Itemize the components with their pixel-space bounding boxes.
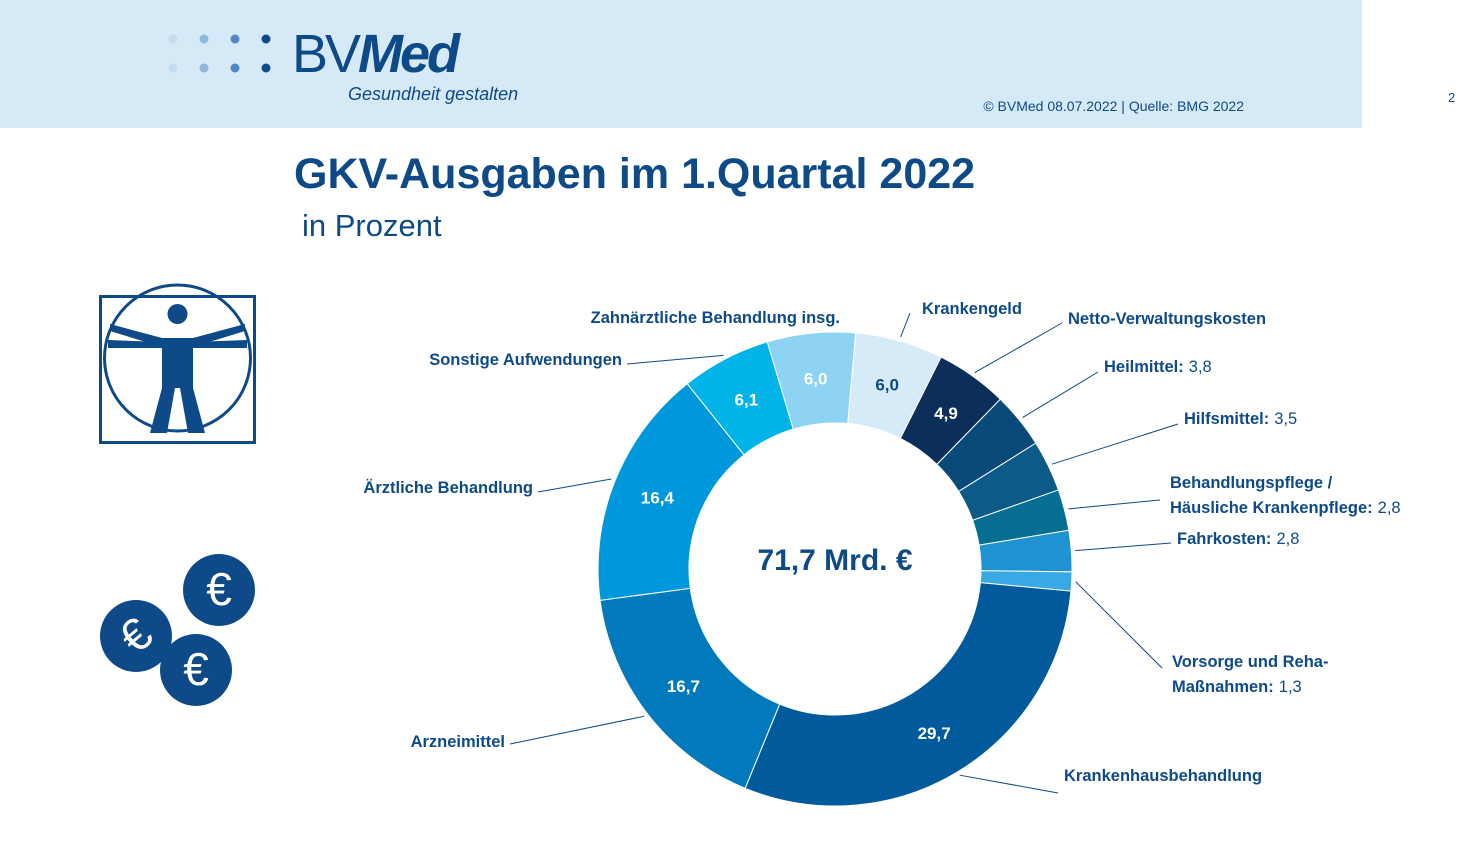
vitruvian-man-icon [99, 283, 256, 444]
leader-line [537, 478, 612, 493]
source-note: © BVMed 08.07.2022 | Quelle: BMG 2022 [983, 98, 1244, 114]
leader-line [626, 354, 724, 365]
leader-line [1075, 581, 1163, 669]
svg-text:€: € [183, 643, 209, 695]
slice-category-label: Ärztliche Behandlung [363, 479, 533, 497]
slice-category-label: Krankengeld [922, 300, 1022, 318]
center-total-label: 71,7 Mrd. € [757, 544, 912, 577]
brand-logo: BVMed [292, 24, 460, 84]
slice-category-label: Behandlungspflege / Häusliche Krankenpfle… [1170, 474, 1401, 517]
logo-text-bv: BV [292, 24, 361, 84]
slice-category-label: Sonstige Aufwendungen [429, 351, 622, 369]
slice-value-label: 4,9 [934, 404, 958, 423]
svg-text:€: € [206, 563, 232, 615]
slice-value-label: 6,1 [735, 390, 759, 409]
chart-title: GKV-Ausgaben im 1.Quartal 2022 [294, 150, 976, 198]
leader-line [974, 322, 1063, 374]
euro-coins-icon: € € € [100, 554, 255, 706]
slice-value-label: 16,7 [667, 677, 700, 696]
page-number: 2 [1448, 90, 1456, 105]
slice-category-label: Zahnärztliche Behandlung insg. [591, 309, 840, 327]
logo-text-med: Med [358, 24, 460, 84]
slice-value-label: 6,0 [875, 376, 899, 395]
leader-line [1068, 499, 1161, 510]
logo-dots-icon [168, 34, 271, 73]
header-banner: BVMed Gesundheit gestalten © BVMed 08.07… [0, 0, 1362, 128]
donut-slice [766, 331, 857, 430]
leader-line [1075, 542, 1172, 552]
slice-category-label: Arzneimittel [411, 733, 505, 751]
donut-slice [597, 382, 745, 601]
slice-category-label: Netto-Verwaltungskosten [1068, 310, 1266, 328]
leader-line [959, 774, 1059, 794]
leader-line [509, 715, 645, 745]
chart-subtitle: in Prozent [302, 208, 442, 243]
leader-line [1022, 371, 1099, 419]
leader-line [1051, 423, 1179, 465]
slice-value-label: 6,0 [804, 369, 828, 388]
slice-value-label: 16,4 [641, 489, 675, 508]
slice-category-label: Fahrkosten: 2,8 [1177, 530, 1299, 548]
slice-category-label: Heilmittel: 3,8 [1104, 358, 1212, 376]
slice-category-label: Krankenhausbehandlung [1064, 767, 1262, 785]
slice-category-label: Vorsorge und Reha-Maßnahmen: 1,3 [1172, 653, 1328, 696]
brand-tagline: Gesundheit gestalten [348, 84, 519, 104]
slice-value-label: 29,7 [918, 724, 951, 743]
leader-line [900, 312, 911, 338]
donut-slice [744, 582, 1072, 807]
slice-category-label: Hilfsmittel: 3,5 [1184, 410, 1297, 428]
